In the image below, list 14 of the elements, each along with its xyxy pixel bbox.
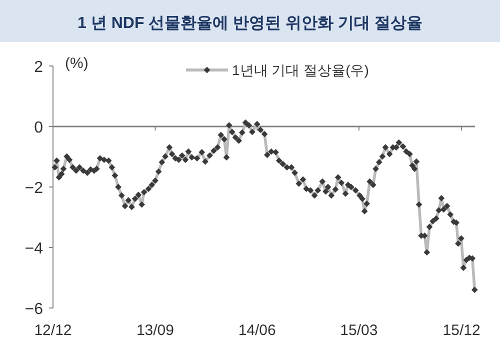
x-tick-label: 14/06 xyxy=(238,322,276,339)
x-tick-label: 12/12 xyxy=(34,322,72,339)
x-tick-label: 15/12 xyxy=(442,322,480,339)
x-tick-label: 15/03 xyxy=(340,322,378,339)
x-tick-label: 13/09 xyxy=(136,322,174,339)
legend-label: 1년내 기대 절상율(우) xyxy=(232,62,369,78)
y-tick-label: −4 xyxy=(24,240,44,258)
y-axis-title: (%) xyxy=(65,55,88,72)
y-tick-label: −6 xyxy=(24,301,44,318)
y-tick-label: 0 xyxy=(34,120,44,136)
y-tick-label: 2 xyxy=(34,59,44,76)
legend: 1년내 기대 절상율(우) xyxy=(186,62,369,78)
y-tick-label: −2 xyxy=(24,180,44,197)
chart-title: 1 년 NDF 선물환율에 반영된 위안화 기대 절상율 xyxy=(78,15,422,32)
